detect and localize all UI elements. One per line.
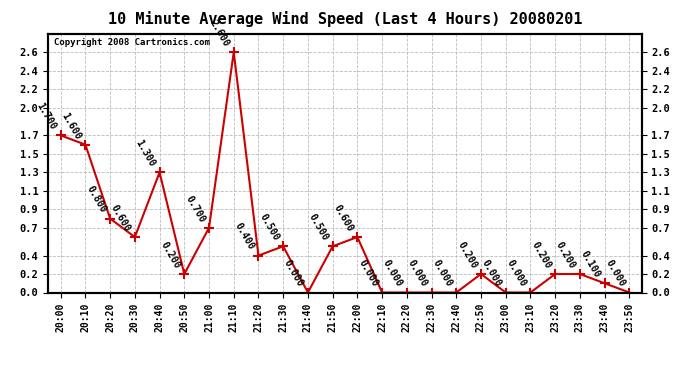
Text: 0.700: 0.700: [183, 194, 206, 224]
Text: 0.500: 0.500: [307, 212, 331, 243]
Text: 0.200: 0.200: [529, 240, 553, 270]
Text: 0.200: 0.200: [554, 240, 578, 270]
Text: 0.000: 0.000: [431, 258, 454, 289]
Text: 0.000: 0.000: [282, 258, 306, 289]
Text: 0.200: 0.200: [159, 240, 182, 270]
Text: 0.000: 0.000: [381, 258, 404, 289]
Text: 0.400: 0.400: [233, 221, 256, 252]
Text: 0.000: 0.000: [356, 258, 380, 289]
Text: 10 Minute Average Wind Speed (Last 4 Hours) 20080201: 10 Minute Average Wind Speed (Last 4 Hou…: [108, 11, 582, 27]
Text: 0.100: 0.100: [579, 249, 602, 280]
Text: 0.200: 0.200: [455, 240, 479, 270]
Text: 0.000: 0.000: [406, 258, 429, 289]
Text: 0.600: 0.600: [109, 203, 132, 233]
Text: 1.700: 1.700: [34, 101, 58, 132]
Text: 0.500: 0.500: [257, 212, 281, 243]
Text: 0.800: 0.800: [84, 184, 108, 215]
Text: 0.000: 0.000: [504, 258, 528, 289]
Text: 0.600: 0.600: [331, 203, 355, 233]
Text: 2.600: 2.600: [208, 18, 231, 48]
Text: 0.000: 0.000: [604, 258, 627, 289]
Text: Copyright 2008 Cartronics.com: Copyright 2008 Cartronics.com: [55, 38, 210, 46]
Text: 1.300: 1.300: [134, 138, 157, 169]
Text: 1.600: 1.600: [59, 111, 83, 141]
Text: 0.000: 0.000: [480, 258, 503, 289]
